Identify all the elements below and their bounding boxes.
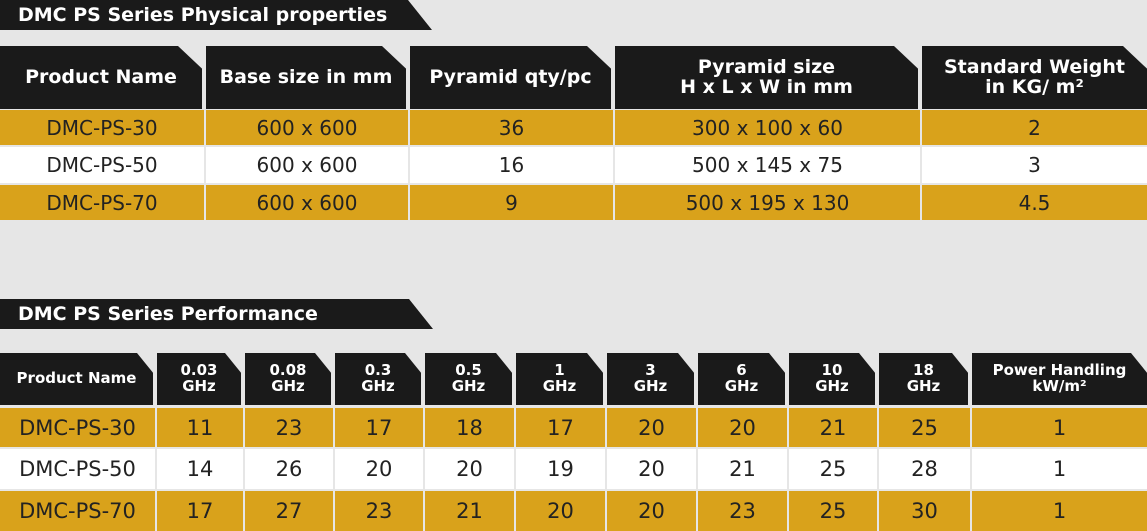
header-pyramid-qty: Pyramid qty/pc	[410, 46, 611, 109]
cell-power: 1	[1052, 457, 1067, 481]
header-freq-6: 6 GHz	[698, 353, 785, 405]
cell-value: 14	[157, 449, 245, 489]
cell-power: 1	[1052, 499, 1067, 523]
table-row: DMC-PS-70 17 27 23 21 20 20 23 25 30 1	[0, 491, 1147, 531]
cell-base-size: 600 x 600	[206, 185, 410, 220]
cell-base-size: 600 x 600	[206, 147, 410, 183]
cell-value: 17	[335, 408, 425, 447]
cell-pyramid-size: 500 x 195 x 130	[615, 185, 922, 220]
header-freq-1: 1 GHz	[516, 353, 603, 405]
cell-product: DMC-PS-30	[0, 110, 206, 145]
cell-value: 11	[157, 408, 245, 447]
cell-pyramid-qty: 9	[410, 185, 615, 220]
cell-power: 1	[1052, 415, 1067, 440]
cell-value: 25	[789, 449, 879, 489]
cell-value: 20	[698, 408, 789, 447]
cell-value: 21	[698, 449, 789, 489]
cell-base-size: 600 x 600	[206, 110, 410, 145]
cell-value: 28	[879, 449, 972, 489]
cell-value: 25	[879, 408, 972, 447]
cell-value: 20	[335, 449, 425, 489]
cell-value: 27	[245, 491, 335, 531]
header-freq-0-3: 0.3 GHz	[335, 353, 421, 405]
performance-title: DMC PS Series Performance	[0, 299, 433, 329]
cell-value: 20	[425, 449, 516, 489]
header-freq-3: 3 GHz	[607, 353, 694, 405]
header-freq-0-08: 0.08 GHz	[245, 353, 331, 405]
cell-value: 26	[245, 449, 335, 489]
cell-value: 20	[607, 408, 698, 447]
cell-weight: 2	[1028, 115, 1041, 140]
cell-product: DMC-PS-50	[0, 147, 206, 183]
cell-weight: 4.5	[1018, 190, 1051, 215]
physical-properties-title: DMC PS Series Physical properties	[0, 0, 432, 30]
cell-value: 19	[516, 449, 607, 489]
cell-value: 23	[335, 491, 425, 531]
cell-value: 20	[607, 491, 698, 531]
cell-product: DMC-PS-70	[0, 491, 157, 531]
cell-pyramid-size: 300 x 100 x 60	[615, 110, 922, 145]
cell-value: 18	[425, 408, 516, 447]
cell-value: 25	[789, 491, 879, 531]
cell-value: 23	[245, 408, 335, 447]
cell-value: 21	[425, 491, 516, 531]
header-standard-weight: Standard Weight in KG/ m²	[922, 46, 1147, 109]
table-row: DMC-PS-30 11 23 17 18 17 20 20 21 25 1	[0, 408, 1147, 447]
cell-product: DMC-PS-30	[0, 408, 157, 447]
cell-value: 17	[516, 408, 607, 447]
cell-value: 23	[698, 491, 789, 531]
cell-pyramid-qty: 36	[410, 110, 615, 145]
header-pyramid-size: Pyramid size H x L x W in mm	[615, 46, 918, 109]
header-freq-0-03: 0.03 GHz	[157, 353, 241, 405]
cell-value: 20	[516, 491, 607, 531]
header-product-name: Product Name	[0, 353, 153, 405]
header-power-handling: Power Handling kW/m²	[972, 353, 1147, 405]
cell-pyramid-size: 500 x 145 x 75	[615, 147, 922, 183]
header-freq-0-5: 0.5 GHz	[425, 353, 512, 405]
cell-value: 20	[607, 449, 698, 489]
cell-value: 17	[157, 491, 245, 531]
cell-pyramid-qty: 16	[410, 147, 615, 183]
table-row: DMC-PS-50 14 26 20 20 19 20 21 25 28 1	[0, 449, 1147, 489]
header-freq-18: 18 GHz	[879, 353, 968, 405]
table-row: DMC-PS-30 600 x 600 36 300 x 100 x 60 2	[0, 110, 1147, 145]
header-freq-10: 10 GHz	[789, 353, 875, 405]
cell-value: 30	[879, 491, 972, 531]
header-product-name: Product Name	[0, 46, 202, 109]
table-row: DMC-PS-70 600 x 600 9 500 x 195 x 130 4.…	[0, 185, 1147, 220]
cell-weight: 3	[1028, 153, 1041, 177]
cell-product: DMC-PS-50	[0, 449, 157, 489]
cell-value: 21	[789, 408, 879, 447]
header-base-size: Base size in mm	[206, 46, 406, 109]
table-row: DMC-PS-50 600 x 600 16 500 x 145 x 75 3	[0, 147, 1147, 183]
cell-product: DMC-PS-70	[0, 185, 206, 220]
